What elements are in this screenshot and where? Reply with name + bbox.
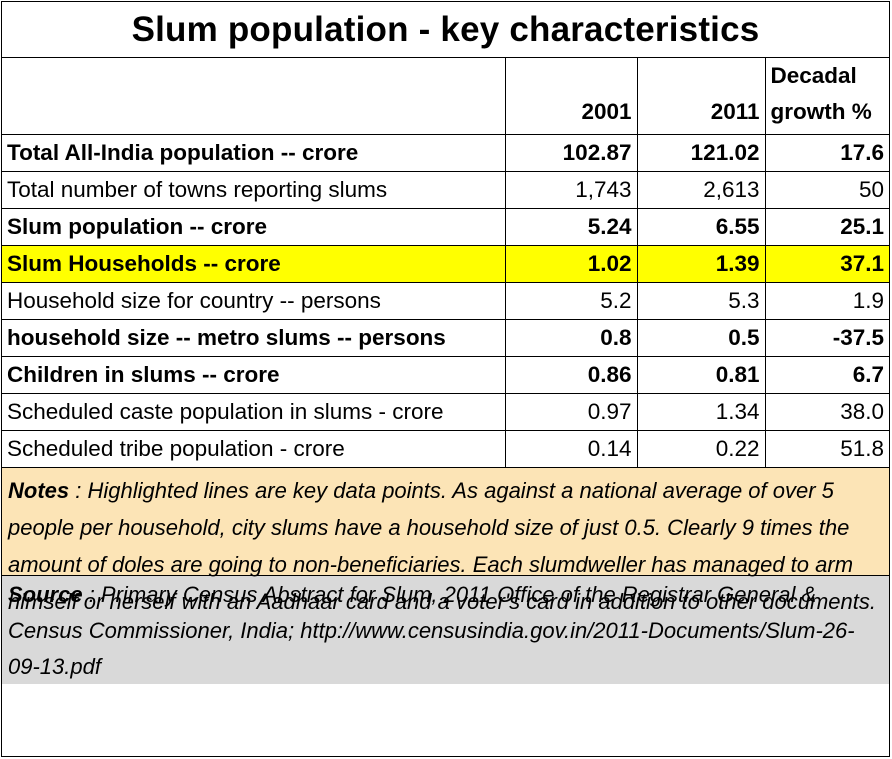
row-label: Household size for country -- persons [2, 282, 506, 320]
value-2011: 2,613 [636, 171, 766, 209]
value-2011: 0.22 [636, 430, 766, 468]
source-box: Source : Primary Census Abstract for Slu… [2, 576, 889, 684]
table-row: Scheduled tribe population - crore 0.14 … [2, 430, 889, 468]
value-2001: 0.97 [504, 393, 638, 431]
value-growth: 51.8 [764, 430, 889, 468]
value-2011: 5.3 [636, 282, 766, 320]
value-growth: 50 [764, 171, 889, 209]
row-label: Slum population -- crore [2, 208, 506, 246]
value-growth: 1.9 [764, 282, 889, 320]
value-2011: 6.55 [636, 208, 766, 246]
value-2011: 1.39 [636, 245, 766, 283]
row-label: household size -- metro slums -- persons [2, 319, 506, 357]
value-2001: 5.2 [504, 282, 638, 320]
value-2001: 0.14 [504, 430, 638, 468]
value-2001: 102.87 [504, 134, 638, 172]
data-table: 2001 2011 Decadal growth % Total All-Indi… [2, 58, 889, 468]
value-2011: 1.34 [636, 393, 766, 431]
notes-lead: Notes [8, 478, 70, 503]
table-row: household size -- metro slums -- persons… [2, 319, 889, 357]
row-label: Scheduled tribe population - crore [2, 430, 506, 468]
value-growth: 6.7 [764, 356, 889, 394]
table-row: Total All-India population -- crore 102.… [2, 134, 889, 172]
table-row-highlighted: Slum Households -- crore 1.02 1.39 37.1 [2, 245, 889, 283]
value-2001: 1,743 [504, 171, 638, 209]
value-growth: 25.1 [764, 208, 889, 246]
row-label: Children in slums -- crore [2, 356, 506, 394]
value-2001: 5.24 [504, 208, 638, 246]
source-text: : Primary Census Abstract for Slum, 2011… [8, 582, 855, 679]
notes-box: Notes : Highlighted lines are key data p… [2, 468, 889, 614]
value-growth: 37.1 [764, 245, 889, 283]
header-2001: 2001 [504, 58, 638, 135]
value-2001: 0.86 [504, 356, 638, 394]
source-lead: Source [8, 582, 83, 607]
header-row: 2001 2011 Decadal growth % [2, 58, 889, 135]
row-label: Total number of towns reporting slums [2, 171, 506, 209]
value-2011: 121.02 [636, 134, 766, 172]
value-growth: 38.0 [764, 393, 889, 431]
header-decadal-growth: Decadal growth % [764, 58, 889, 135]
value-2001: 0.8 [504, 319, 638, 357]
table-row: Total number of towns reporting slums 1,… [2, 171, 889, 209]
header-label-cell [2, 58, 506, 135]
header-growth-line2: growth % [770, 99, 872, 124]
table-row: Slum population -- crore 5.24 6.55 25.1 [2, 208, 889, 246]
table-row: Children in slums -- crore 0.86 0.81 6.7 [2, 356, 889, 394]
value-growth: -37.5 [764, 319, 889, 357]
table-row: Household size for country -- persons 5.… [2, 282, 889, 320]
page-title: Slum population - key characteristics [2, 2, 889, 58]
value-2001: 1.02 [504, 245, 638, 283]
row-label: Slum Households -- crore [2, 245, 506, 283]
value-2011: 0.81 [636, 356, 766, 394]
header-2011: 2011 [636, 58, 766, 135]
row-label: Scheduled caste population in slums - cr… [2, 393, 506, 431]
table-row: Scheduled caste population in slums - cr… [2, 393, 889, 431]
row-label: Total All-India population -- crore [2, 134, 506, 172]
value-growth: 17.6 [764, 134, 889, 172]
value-2011: 0.5 [636, 319, 766, 357]
header-growth-line1: Decadal [770, 63, 857, 88]
